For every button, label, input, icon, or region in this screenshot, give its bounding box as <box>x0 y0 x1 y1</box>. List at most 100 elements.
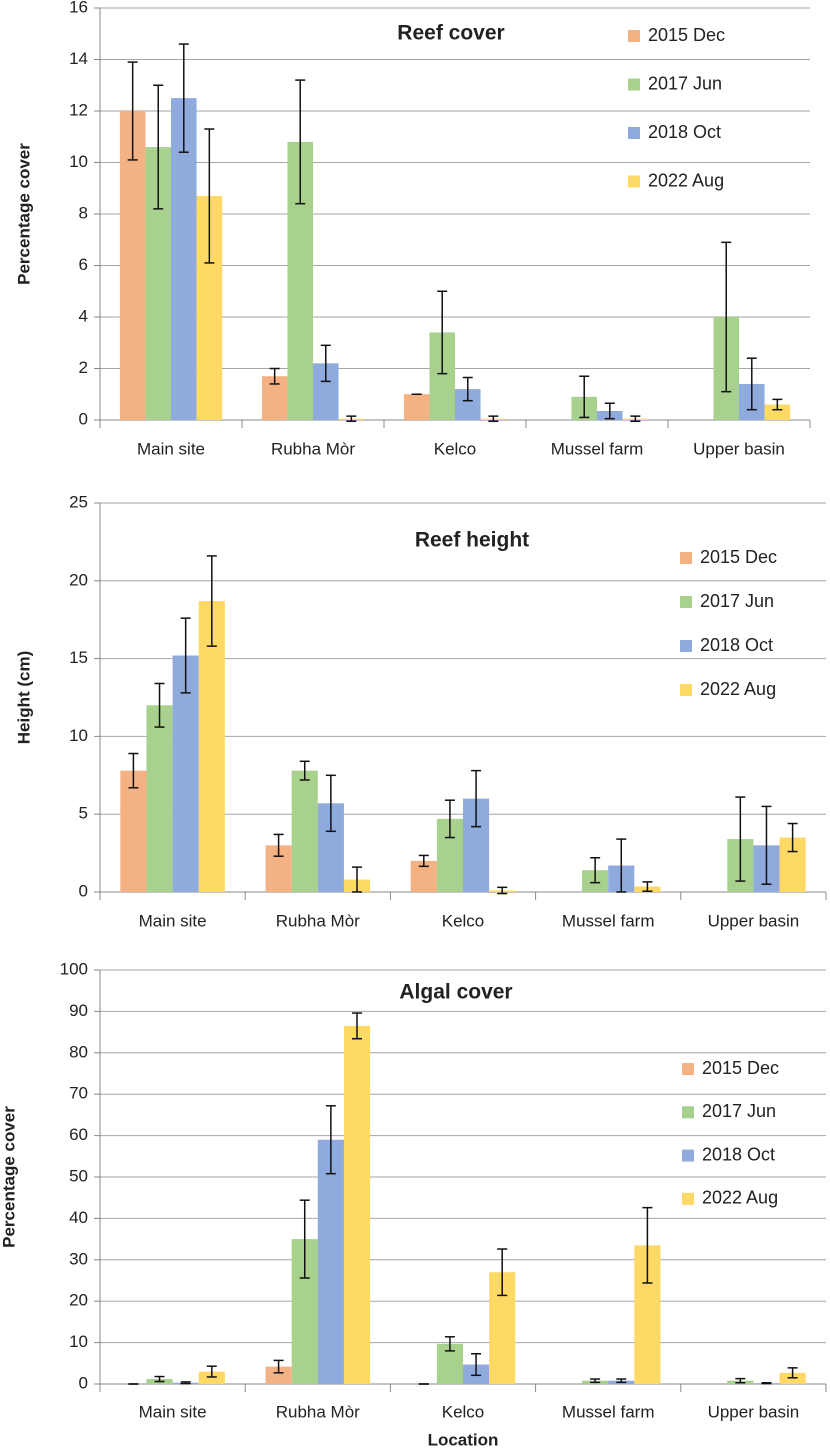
y-tick-label: 30 <box>69 1249 88 1268</box>
error-bar <box>579 375 590 419</box>
chart-title: Reef cover <box>397 22 504 45</box>
error-bar <box>444 799 455 839</box>
y-tick-label: 2 <box>79 358 88 377</box>
y-tick-label: 6 <box>79 255 88 274</box>
error-bar <box>590 857 601 884</box>
y-axis-title: Height (cm) <box>14 651 33 745</box>
y-tick-label: 14 <box>69 49 88 68</box>
legend-swatch <box>628 127 640 139</box>
error-bar <box>471 1353 482 1377</box>
y-tick-label: 100 <box>60 959 88 978</box>
legend-label: 2015 Dec <box>702 1058 779 1078</box>
error-bar <box>471 769 482 828</box>
legend-label: 2018 Oct <box>700 635 773 655</box>
x-tick-label: Rubha Mòr <box>271 439 355 458</box>
error-bar <box>128 752 139 789</box>
error-bar <box>346 415 357 423</box>
y-tick-label: 16 <box>69 0 88 16</box>
bar <box>146 705 173 892</box>
legend-label: 2017 Jun <box>648 73 722 93</box>
y-tick-label: 12 <box>69 100 88 119</box>
legend-swatch <box>628 30 640 42</box>
y-tick-label: 0 <box>79 409 88 428</box>
error-bar <box>154 1375 165 1383</box>
bar <box>119 111 146 420</box>
error-bar <box>746 357 757 411</box>
legend-label: 2022 Aug <box>702 1188 778 1208</box>
bar <box>198 1371 225 1384</box>
error-bar <box>735 796 746 882</box>
y-tick-label: 0 <box>79 881 88 900</box>
error-bar <box>735 1377 746 1384</box>
legend-swatch <box>628 175 640 188</box>
error-bar <box>352 866 363 893</box>
error-bar <box>325 774 336 833</box>
y-axis-title: Percentage cover <box>14 143 33 285</box>
y-tick-label: 0 <box>79 1373 88 1392</box>
y-tick-label: 20 <box>69 570 88 589</box>
bar <box>198 601 225 892</box>
legend-swatch <box>682 1149 694 1162</box>
x-tick-label: Main site <box>137 439 205 458</box>
y-tick-label: 80 <box>69 1042 88 1061</box>
y-tick-label: 5 <box>79 804 88 823</box>
error-bar <box>325 1105 336 1175</box>
error-bar <box>630 415 641 423</box>
chart-title: Reef height <box>415 529 529 552</box>
bar <box>317 1139 344 1384</box>
legend-label: 2018 Oct <box>702 1144 775 1164</box>
error-bar <box>418 854 429 868</box>
y-tick-label: 10 <box>69 726 88 745</box>
legend-swatch <box>680 596 692 608</box>
error-bar <box>444 1336 455 1352</box>
y-tick-label: 50 <box>69 1166 88 1185</box>
legend-label: 2022 Aug <box>648 170 724 190</box>
legend-swatch <box>682 1063 694 1075</box>
error-bar <box>299 760 310 781</box>
x-tick-label: Upper basin <box>708 911 800 930</box>
x-axis-title: Location <box>428 1430 499 1449</box>
error-bar <box>154 682 165 728</box>
error-bar <box>180 1381 191 1385</box>
error-bar <box>462 376 473 402</box>
x-tick-label: Main site <box>139 911 207 930</box>
error-bar <box>772 398 783 411</box>
error-bar <box>273 1359 284 1374</box>
error-bar <box>497 886 508 895</box>
error-bar <box>761 805 772 885</box>
x-tick-label: Mussel farm <box>551 439 644 458</box>
x-tick-label: Rubha Mòr <box>276 1402 360 1421</box>
legend-label: 2015 Dec <box>648 25 725 45</box>
error-bar <box>604 402 615 420</box>
y-tick-label: 90 <box>69 1001 88 1020</box>
error-bar <box>352 1012 363 1040</box>
error-bar <box>616 1378 627 1384</box>
error-bar <box>295 79 306 205</box>
bar <box>265 1366 292 1384</box>
legend-label: 2015 Dec <box>700 547 777 567</box>
y-tick-label: 40 <box>69 1208 88 1227</box>
x-tick-label: Kelco <box>442 1402 485 1421</box>
error-bar <box>590 1378 601 1384</box>
y-tick-label: 10 <box>69 152 88 171</box>
legend-label: 2017 Jun <box>700 591 774 611</box>
error-bar <box>497 1248 508 1297</box>
x-tick-label: Kelco <box>434 439 477 458</box>
bar <box>343 1025 371 1384</box>
bar <box>403 394 430 420</box>
y-tick-label: 70 <box>69 1084 88 1103</box>
legend-label: 2022 Aug <box>700 679 776 699</box>
error-bar <box>206 555 217 647</box>
legend-swatch <box>680 684 692 696</box>
x-tick-label: Mussel farm <box>562 1402 655 1421</box>
error-bar <box>180 617 191 694</box>
legend-swatch <box>682 1192 694 1205</box>
y-tick-label: 25 <box>69 492 88 511</box>
error-bar <box>273 833 284 857</box>
error-bar <box>269 367 280 385</box>
x-tick-label: Kelco <box>442 911 485 930</box>
chart-title: Algal cover <box>399 981 512 1004</box>
bar <box>764 404 791 420</box>
error-bar <box>616 838 627 893</box>
